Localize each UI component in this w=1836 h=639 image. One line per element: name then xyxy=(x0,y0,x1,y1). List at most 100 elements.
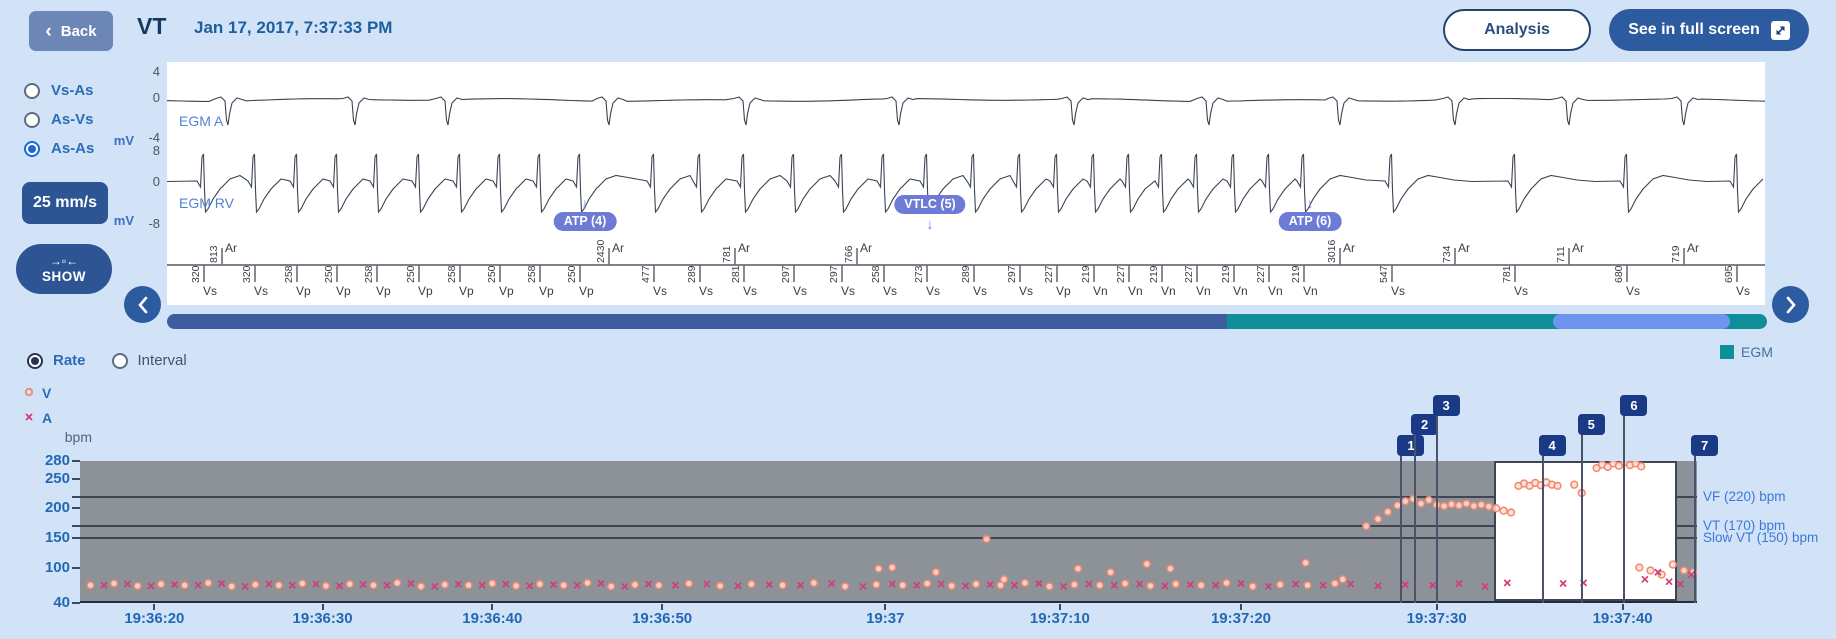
legend-item-a: A xyxy=(24,409,52,427)
threshold-line-150 xyxy=(80,536,1697,539)
svg-text:297: 297 xyxy=(780,265,792,283)
sweep-radio-vs-as[interactable]: Vs-As xyxy=(24,82,94,99)
svg-text:680: 680 xyxy=(1613,265,1625,283)
back-button-label: Back xyxy=(60,22,97,40)
egm-waveform-canvas: 320Vs320Vs258Vp250Vp258Vp250Vp258Vp250Vp… xyxy=(167,96,1765,298)
mode-radio-label: Interval xyxy=(137,352,187,369)
svg-text:734: 734 xyxy=(1441,245,1453,263)
egm-channel-a-label: EGM A xyxy=(179,113,224,129)
svg-text:Vs: Vs xyxy=(973,284,987,298)
fullscreen-button[interactable]: See in full screen xyxy=(1609,9,1809,51)
svg-text:Vn: Vn xyxy=(1303,284,1318,298)
episode-marker-7[interactable]: 7 xyxy=(1691,435,1719,456)
svg-text:Vp: Vp xyxy=(336,284,351,298)
svg-text:Vn: Vn xyxy=(1233,284,1248,298)
svg-text:Ar: Ar xyxy=(860,241,872,255)
egm-axis-scale-label: -8 xyxy=(148,216,160,231)
svg-text:227: 227 xyxy=(1043,265,1055,283)
y-axis-tick xyxy=(72,507,80,510)
x-axis-label: 19:36:50 xyxy=(632,610,693,627)
therapy-badge-atp-4-: ATP (4) xyxy=(553,212,617,231)
back-button[interactable]: ‹ Back xyxy=(29,11,113,51)
svg-text:719: 719 xyxy=(1670,245,1682,263)
scroll-left-button[interactable] xyxy=(124,286,161,323)
svg-text:320: 320 xyxy=(190,265,202,283)
x-marker-icon xyxy=(24,409,34,427)
x-axis-label: 19:36:20 xyxy=(124,610,185,627)
y-axis-tick xyxy=(72,525,80,528)
svg-text:Vs: Vs xyxy=(1736,284,1750,298)
sweep-radio-as-as[interactable]: As-As xyxy=(24,140,94,157)
circle-marker-icon xyxy=(24,384,34,402)
y-axis-tick xyxy=(72,566,80,569)
x-axis-label: 19:37:30 xyxy=(1406,610,1467,627)
svg-text:Vs: Vs xyxy=(254,284,268,298)
episode-marker-1[interactable]: 1 xyxy=(1397,435,1425,456)
sweep-radio-as-vs[interactable]: As-Vs xyxy=(24,111,94,128)
svg-text:258: 258 xyxy=(283,265,295,283)
x-axis-tick xyxy=(491,604,494,610)
episode-marker-5[interactable]: 5 xyxy=(1577,414,1605,435)
episode-marker-pole xyxy=(1694,456,1697,603)
egm-axis-scale-label: 8 xyxy=(152,143,160,158)
svg-text:Vs: Vs xyxy=(653,284,667,298)
radio-icon xyxy=(24,82,40,99)
scroll-right-button[interactable] xyxy=(1772,286,1809,323)
svg-text:781: 781 xyxy=(721,245,733,263)
collapse-horizontal-icon: →▫← xyxy=(49,253,79,268)
svg-text:766: 766 xyxy=(843,245,855,263)
x-axis-tick xyxy=(661,604,664,610)
svg-text:Vp: Vp xyxy=(539,284,554,298)
chevron-right-icon xyxy=(1786,296,1796,313)
threshold-label-220: VF (220) bpm xyxy=(1703,488,1786,504)
svg-text:Vs: Vs xyxy=(203,284,217,298)
sweep-radio-label: As-As xyxy=(51,140,95,157)
episode-timestamp: Jan 17, 2017, 7:37:33 PM xyxy=(194,18,393,37)
mode-radio-rate[interactable]: Rate xyxy=(27,352,86,369)
svg-text:273: 273 xyxy=(913,265,925,283)
chart-mode-radio-group: Rate Interval xyxy=(27,352,187,369)
threshold-line-170 xyxy=(80,525,1697,528)
egm-channel-rv-label: EGM RV xyxy=(179,195,234,211)
radio-icon xyxy=(111,352,128,369)
episode-marker-6[interactable]: 6 xyxy=(1620,395,1648,416)
svg-text:Vn: Vn xyxy=(1128,284,1143,298)
x-axis-tick xyxy=(1240,604,1242,610)
episode-marker-pole xyxy=(1623,416,1626,603)
svg-text:Ar: Ar xyxy=(738,241,750,255)
x-axis-tick xyxy=(1435,604,1438,610)
y-axis-label: 40 xyxy=(53,594,70,611)
show-button-label: SHOW xyxy=(42,268,86,284)
svg-text:Vp: Vp xyxy=(296,284,311,298)
analysis-button[interactable]: Analysis xyxy=(1443,9,1591,51)
svg-text:219: 219 xyxy=(1148,265,1160,283)
x-axis-label: 19:37 xyxy=(866,610,905,627)
mode-radio-interval[interactable]: Interval xyxy=(111,352,187,369)
episode-marker-pole xyxy=(1435,416,1438,603)
egm-strip-panel: 320 Vs 320 Vs 258 Vp 250 Vp 258 Vp 250 Vp 258 Vp 250 Vp… xyxy=(167,62,1765,305)
svg-text:Vn: Vn xyxy=(1093,284,1108,298)
sweep-speed-button[interactable]: 25 mm/s xyxy=(22,182,108,224)
threshold-line-220 xyxy=(80,495,1697,498)
svg-text:219: 219 xyxy=(1290,265,1302,283)
episode-marker-pole xyxy=(1541,456,1544,603)
sweep-radio-label: As-Vs xyxy=(51,111,94,128)
episode-marker-3[interactable]: 3 xyxy=(1432,395,1460,416)
egm-axis-unit-label: mV xyxy=(113,213,134,228)
scrollbar-segment xyxy=(167,314,1227,329)
svg-text:2430: 2430 xyxy=(595,239,607,263)
svg-text:250: 250 xyxy=(405,265,417,283)
egm-timeline-scroll-thumb[interactable] xyxy=(1552,314,1731,329)
show-button[interactable]: →▫← SHOW xyxy=(16,244,112,294)
episode-marker-2[interactable]: 2 xyxy=(1411,414,1439,435)
svg-text:Vs: Vs xyxy=(743,284,757,298)
episode-marker-pole xyxy=(1580,435,1583,603)
egm-timeline-scrollbar[interactable] xyxy=(167,314,1767,329)
episode-marker-4[interactable]: 4 xyxy=(1538,435,1566,456)
svg-text:Vp: Vp xyxy=(459,284,474,298)
therapy-badge-vtlc-5-: VTLC (5) xyxy=(894,195,966,214)
expand-icon xyxy=(1770,20,1790,40)
svg-text:289: 289 xyxy=(686,265,698,283)
x-axis-label: 19:37:10 xyxy=(1029,610,1090,627)
fullscreen-button-label: See in full screen xyxy=(1628,21,1760,38)
